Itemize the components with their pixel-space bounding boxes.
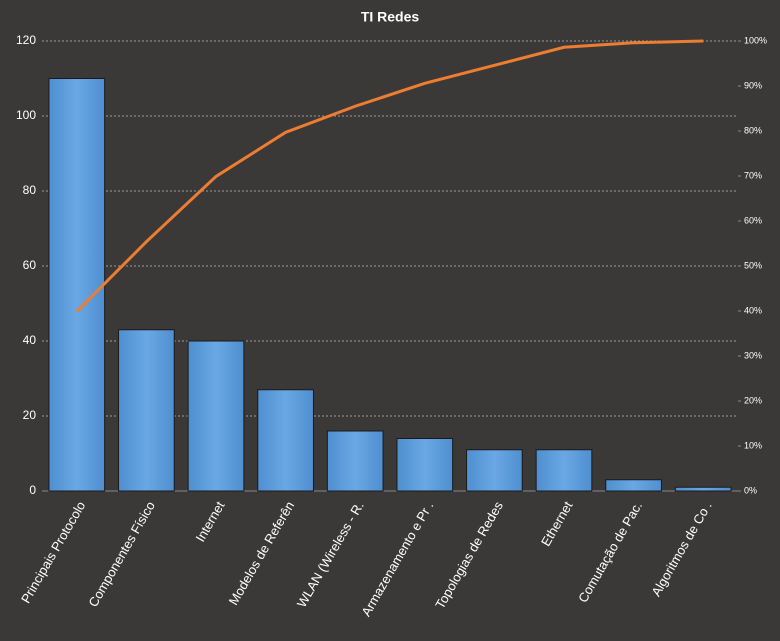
y-tick-label: 60: [23, 258, 37, 272]
y2-tick-label: 90%: [744, 80, 762, 90]
y2-tick-label: 20%: [744, 395, 762, 405]
y-tick-label: 120: [16, 33, 36, 47]
y-tick-label: 40: [23, 333, 37, 347]
cumulative-line: [75, 39, 704, 313]
y2-tick-label: 80%: [744, 125, 762, 135]
y2-tick-label: 40%: [744, 305, 762, 315]
bar: [396, 438, 454, 492]
bar: [326, 430, 384, 492]
bar: [48, 78, 106, 492]
y-tick-label: 0: [29, 483, 36, 497]
y2-tick-label: 50%: [744, 260, 762, 270]
y2-tick-label: 60%: [744, 215, 762, 225]
bar: [674, 486, 732, 492]
y-tick-label: 80: [23, 183, 37, 197]
y2-tick-label: 0%: [744, 485, 757, 495]
y2-tick-label: 70%: [744, 170, 762, 180]
y2-tick-label: 30%: [744, 350, 762, 360]
y-tick-label: 20: [23, 408, 37, 422]
bar: [187, 340, 245, 492]
bar: [118, 329, 175, 492]
bar: [466, 449, 523, 492]
bar: [605, 479, 662, 492]
chart-title: TI Redes: [361, 9, 420, 25]
y2-tick-label: 100%: [744, 35, 767, 45]
bar: [535, 449, 593, 492]
y2-tick-label: 10%: [744, 440, 762, 450]
bar: [257, 389, 314, 492]
y-tick-label: 100: [16, 108, 36, 122]
